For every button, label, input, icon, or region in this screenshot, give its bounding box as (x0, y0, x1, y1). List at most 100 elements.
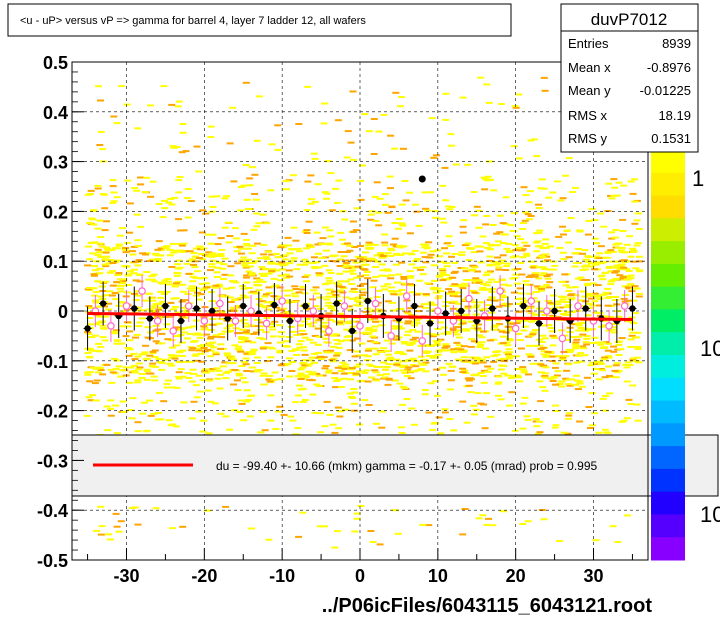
heatmap-cell (483, 392, 491, 395)
heatmap-cell (180, 401, 188, 404)
heatmap-cell (526, 344, 533, 347)
heatmap-cell (522, 280, 530, 283)
heatmap-cell (202, 333, 210, 336)
heatmap-cell (504, 262, 512, 265)
heatmap-cell (600, 293, 608, 296)
heatmap-cell (348, 283, 356, 285)
heatmap-cell (302, 376, 310, 378)
heatmap-cell (189, 275, 197, 278)
heatmap-cell (627, 328, 635, 331)
heatmap-cell (87, 399, 95, 402)
heatmap-cell (344, 322, 352, 325)
heatmap-cell (164, 278, 172, 280)
heatmap-cell (585, 328, 593, 331)
heatmap-cell (189, 258, 197, 261)
heatmap-cell (621, 251, 629, 254)
heatmap-cell (616, 268, 624, 271)
heatmap-cell (518, 297, 526, 300)
heatmap-cell (253, 362, 261, 364)
heatmap-cell (511, 244, 519, 247)
heatmap-cell (348, 266, 356, 269)
heatmap-cell (330, 357, 338, 360)
heatmap-cell (322, 226, 329, 229)
heatmap-cell (305, 220, 313, 223)
heatmap-cell (567, 298, 575, 301)
heatmap-cell (84, 193, 92, 196)
palette-swatch (651, 150, 685, 174)
heatmap-cell (588, 424, 596, 427)
heatmap-cell (441, 408, 449, 411)
heatmap-cell (575, 329, 583, 332)
heatmap-cell (333, 339, 341, 341)
heatmap-cell (219, 365, 227, 368)
heatmap-cell (375, 130, 383, 133)
heatmap-cell (371, 347, 379, 350)
heatmap-cell (326, 413, 334, 416)
heatmap-cell (146, 399, 154, 402)
heatmap-cell (384, 269, 392, 272)
heatmap-cell (543, 354, 551, 357)
heatmap-cell (342, 265, 349, 268)
heatmap-cell (419, 266, 427, 269)
heatmap-cell (315, 274, 323, 277)
heatmap-cell (245, 351, 253, 354)
heatmap-cell (213, 367, 221, 370)
heatmap-cell (534, 285, 542, 288)
heatmap-cell (255, 222, 263, 225)
heatmap-cell (572, 347, 580, 350)
heatmap-cell (184, 216, 192, 219)
heatmap-cell (325, 369, 333, 372)
heatmap-cell (158, 362, 166, 365)
heatmap-cell (377, 310, 385, 313)
heatmap-cell (175, 361, 183, 364)
stats-value-rms-x: 18.19 (658, 108, 691, 123)
heatmap-cell (319, 374, 327, 377)
heatmap-cell (532, 418, 540, 421)
heatmap-cell (313, 231, 321, 234)
heatmap-cell (367, 213, 375, 216)
heatmap-cell (421, 393, 429, 396)
heatmap-cell (201, 254, 209, 257)
heatmap-cell (408, 370, 416, 373)
stats-value-mean-x: -0.8976 (647, 60, 691, 75)
heatmap-cell (103, 363, 111, 366)
heatmap-cell (544, 259, 552, 262)
heatmap-cell (591, 300, 599, 303)
heatmap-cell (408, 291, 416, 294)
heatmap-cell (536, 338, 544, 341)
heatmap-cell (338, 386, 345, 388)
heatmap-cell (192, 384, 200, 387)
heatmap-cell (419, 523, 427, 526)
heatmap-cell (528, 260, 536, 263)
heatmap-cell (597, 343, 605, 346)
heatmap-cell (559, 358, 567, 361)
heatmap-cell (371, 317, 379, 320)
heatmap-cell (118, 85, 126, 88)
heatmap-cell (169, 386, 177, 389)
heatmap-cell (427, 301, 435, 304)
heatmap-cell (636, 260, 644, 263)
heatmap-cell (463, 329, 471, 332)
heatmap-cell (165, 201, 173, 204)
heatmap-cell (342, 408, 350, 411)
heatmap-cell (633, 287, 641, 290)
heatmap-cell (176, 266, 184, 269)
heatmap-cell (151, 280, 159, 283)
heatmap-cell (204, 348, 212, 351)
heatmap-cell (556, 540, 563, 542)
heatmap-cell (94, 184, 102, 187)
palette-swatch (651, 286, 685, 310)
heatmap-cell (265, 378, 273, 381)
heatmap-cell (575, 324, 583, 327)
heatmap-cell (94, 254, 102, 256)
heatmap-cell (351, 246, 359, 248)
heatmap-cell (240, 184, 248, 187)
heatmap-cell (425, 241, 433, 244)
heatmap-cell (315, 266, 323, 269)
heatmap-cell (149, 180, 157, 183)
heatmap-cell (289, 419, 297, 422)
heatmap-cell (378, 256, 386, 259)
heatmap-cell (435, 295, 443, 298)
heatmap-cell (86, 258, 94, 261)
heatmap-cell (376, 543, 384, 546)
